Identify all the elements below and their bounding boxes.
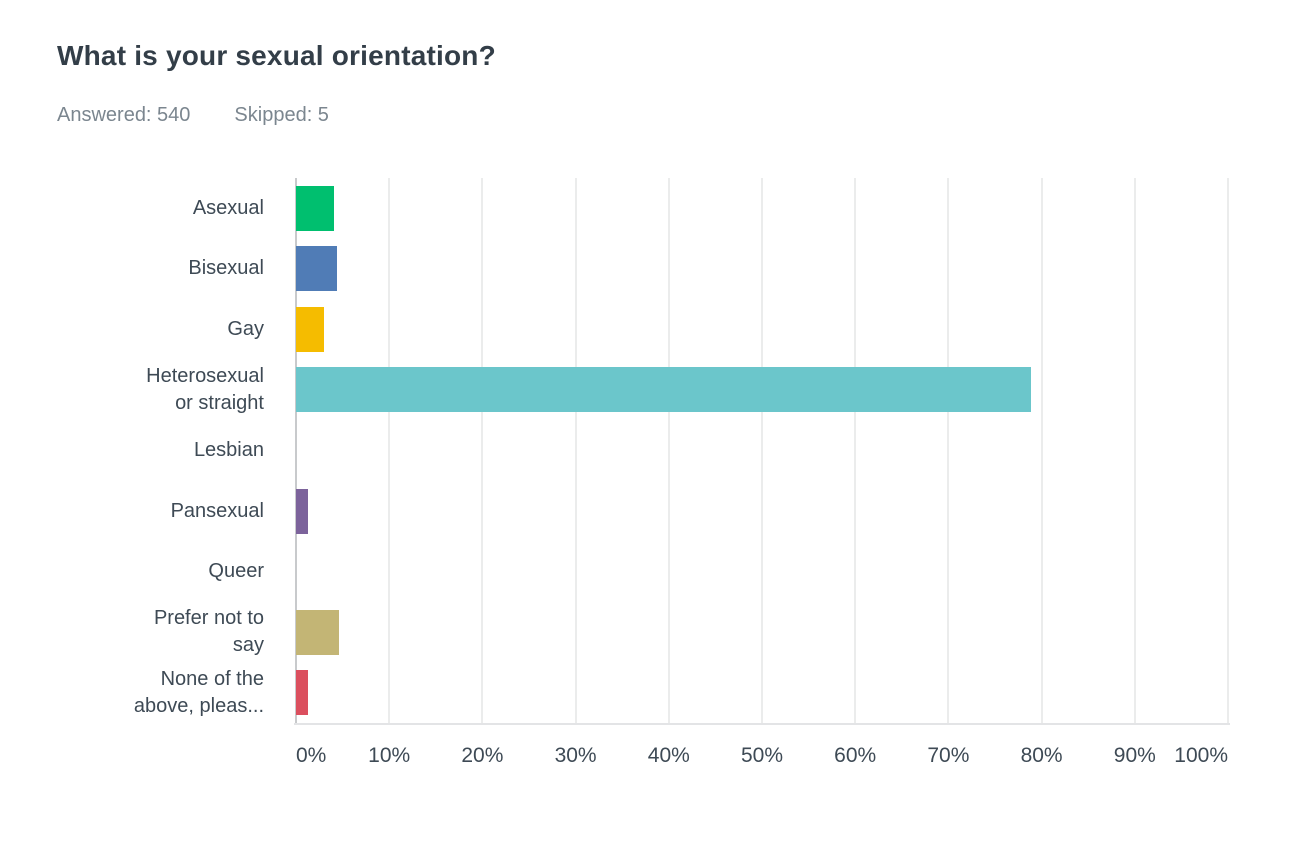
x-tick-label-0%: 0%	[296, 744, 327, 767]
bar-pansexual[interactable]	[296, 488, 309, 534]
answered-count: Answered: 540	[57, 104, 191, 126]
x-tick-label-90%: 90%	[1113, 744, 1156, 767]
category-label-bisexual: Bisexual	[188, 257, 264, 280]
question-title: What is your sexual orientation?	[57, 40, 496, 71]
gridline-20%	[481, 178, 484, 723]
bar-prefer-not-to[interactable]	[296, 609, 340, 655]
category-axis: Asexual Bisexual Gay Heterosexual or straig…	[0, 178, 280, 723]
category-label-queer: Queer	[208, 560, 264, 583]
gridline-100%	[1227, 178, 1229, 723]
gridline-50%	[761, 178, 763, 723]
gridline-70%	[947, 178, 950, 723]
category-label-heterosexual: Heterosexual or straight	[146, 364, 264, 414]
x-tick-label-20%: 20%	[461, 744, 504, 767]
gridline-80%	[1040, 178, 1043, 723]
category-label-pansexual: Pansexual	[170, 499, 264, 522]
bar-chart-plot-area	[294, 178, 1230, 725]
x-tick-label-60%: 60%	[834, 744, 877, 767]
gridline-40%	[667, 178, 670, 723]
x-tick-label-70%: 70%	[927, 744, 970, 767]
bar-none-of-the[interactable]	[296, 670, 309, 716]
gridline-90%	[1133, 178, 1136, 723]
bar-heterosexual[interactable]	[296, 367, 1032, 413]
response-meta: Answered: 540 Skipped: 5	[57, 104, 329, 127]
y-axis-line	[295, 178, 297, 723]
x-tick-label-80%: 80%	[1020, 744, 1063, 767]
bar-asexual[interactable]	[296, 185, 334, 231]
skipped-count: Skipped: 5	[234, 104, 329, 126]
x-tick-label-50%: 50%	[740, 744, 784, 767]
category-label-lesbian: Lesbian	[193, 438, 264, 461]
x-tick-label-40%: 40%	[647, 744, 690, 767]
category-label-gay: Gay	[227, 317, 264, 340]
x-tick-label-10%: 10%	[368, 744, 411, 767]
gridline-10%	[388, 178, 391, 723]
x-axis-line	[294, 723, 1230, 725]
category-label-prefer-not-to: Prefer not to say	[153, 607, 264, 657]
gridline-30%	[574, 178, 577, 723]
percent-axis: 0% 10% 20% 30% 40% 50% 60% 70% 80% 90% 100%	[296, 744, 1228, 770]
category-label-none-of-the: None of the above, pleas...	[133, 667, 264, 717]
x-tick-label-30%: 30%	[554, 744, 597, 767]
x-tick-label-100%: 100%	[1174, 744, 1228, 767]
bar-bisexual[interactable]	[296, 246, 338, 292]
gridline-60%	[854, 178, 857, 723]
bar-gay[interactable]	[296, 306, 324, 352]
category-label-asexual: Asexual	[192, 196, 264, 219]
